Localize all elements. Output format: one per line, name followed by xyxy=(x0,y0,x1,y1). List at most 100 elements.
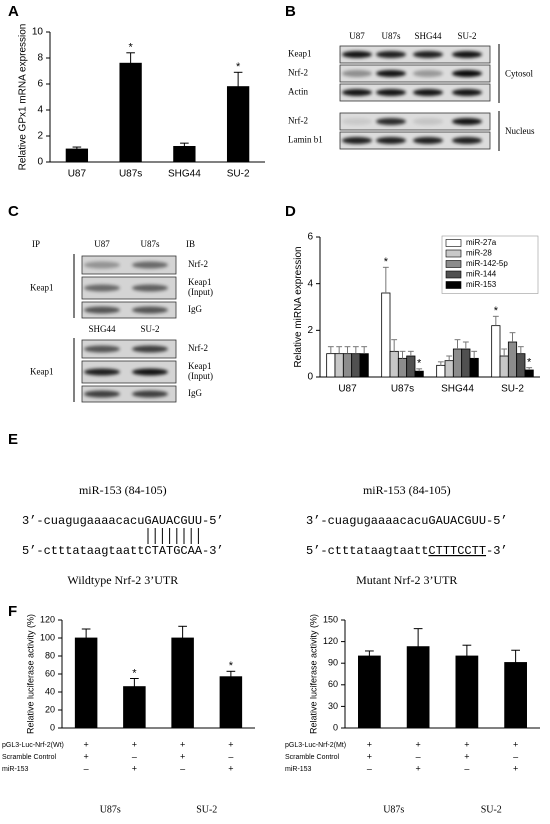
mirna-sequence: 3’-cuagugaaaacacuGAUACGUU-5’ xyxy=(22,514,224,528)
bar xyxy=(351,353,361,378)
error-bar xyxy=(233,71,243,87)
y-tick-label: 120 xyxy=(323,636,338,646)
blot-row-label: Nrf-2 xyxy=(288,68,308,78)
y-tick-label: 90 xyxy=(328,658,338,668)
error-bar xyxy=(517,346,524,354)
bar xyxy=(504,662,527,729)
error-bar xyxy=(416,368,423,372)
condition-sign: – xyxy=(416,751,421,761)
blot-column-label: SHG44 xyxy=(414,31,442,41)
error-bar xyxy=(446,355,453,361)
blot-band xyxy=(413,137,443,144)
error-bar xyxy=(81,628,91,638)
significance-mark: * xyxy=(417,358,422,370)
error-bar xyxy=(462,644,472,656)
blot-band xyxy=(376,89,406,96)
sequence-part: -3’ xyxy=(202,544,224,558)
legend-swatch xyxy=(445,281,462,289)
panel-label: F xyxy=(8,603,17,620)
bar xyxy=(436,364,446,378)
bar xyxy=(516,353,526,378)
blot-band xyxy=(342,51,372,58)
legend-swatch xyxy=(445,239,462,247)
error-bar xyxy=(382,266,389,293)
condition-label: miR-153 xyxy=(285,766,312,773)
error-bar xyxy=(471,350,478,359)
condition-label: pGL3-Luc-Nrf-2(Mt) xyxy=(285,742,346,749)
bar xyxy=(226,86,250,163)
y-axis-label: Relative luciferase activity (%) xyxy=(26,614,36,734)
blot-band xyxy=(342,70,372,77)
error-bar xyxy=(413,628,423,647)
condition-sign: – xyxy=(84,763,89,773)
bar xyxy=(219,676,243,729)
blot-band xyxy=(452,70,482,77)
blot-row-label: (Input) xyxy=(188,371,213,381)
legend-swatch xyxy=(445,249,462,258)
panel-label: C xyxy=(8,203,19,220)
bar xyxy=(65,148,89,163)
sequence-part: 5’-ctttataagtaatt xyxy=(306,544,428,558)
sequence-part: GAUACGUU xyxy=(428,514,486,528)
error-bar xyxy=(361,346,368,354)
y-tick-label: 4 xyxy=(307,278,313,289)
blot-band xyxy=(84,284,120,292)
bar xyxy=(171,637,194,729)
blot-band xyxy=(342,118,372,125)
bar xyxy=(119,62,142,163)
significance-mark: * xyxy=(384,256,389,268)
legend-label: miR-28 xyxy=(466,249,492,258)
y-tick-label: 60 xyxy=(45,668,55,678)
error-bar xyxy=(364,650,374,656)
blot-column-label: SU-2 xyxy=(140,324,159,334)
group-label: SU-2 xyxy=(196,804,217,815)
blot-column-label: U87 xyxy=(349,31,365,41)
y-tick-label: 30 xyxy=(328,701,338,711)
bar xyxy=(406,355,416,378)
target-sequence: 5’-ctttataagtaattCTATGCAA-3’ xyxy=(22,544,224,558)
condition-label: Scramble Control xyxy=(285,754,340,761)
error-bar xyxy=(437,361,444,366)
bar xyxy=(507,341,518,378)
error-bar xyxy=(407,350,414,356)
bar xyxy=(381,292,391,378)
target-sequence: 5’-ctttataagtaattCTTTCCTT-3’ xyxy=(306,544,508,558)
bar xyxy=(359,353,369,378)
bar xyxy=(499,355,509,378)
blot-row-label: IgG xyxy=(188,388,202,398)
blot-band xyxy=(342,89,372,96)
fraction-label: Nucleus xyxy=(505,126,535,136)
legend-label: miR-144 xyxy=(466,270,497,279)
ip-antibody: Keap1 xyxy=(30,283,54,293)
significance-mark: * xyxy=(236,61,241,73)
blot-band xyxy=(452,51,482,58)
bar xyxy=(469,357,479,378)
sequence-part: 3’-cuagugaaaacacu xyxy=(22,514,144,528)
error-bar xyxy=(180,142,189,147)
sequence-part: GAUACGUU xyxy=(144,514,202,528)
blot-band xyxy=(132,284,168,292)
error-bar xyxy=(126,52,135,64)
blot-row-label: Lamin b1 xyxy=(288,135,323,145)
y-tick-label: 120 xyxy=(40,614,55,624)
bar xyxy=(461,348,471,378)
bar xyxy=(326,353,336,378)
blot-band xyxy=(132,345,168,353)
condition-sign: – xyxy=(464,763,469,773)
y-tick-label: 60 xyxy=(328,679,338,689)
x-tick-label: SHG44 xyxy=(441,384,474,395)
y-tick-label: 40 xyxy=(45,686,55,696)
panel-label: D xyxy=(285,203,296,220)
error-bar xyxy=(130,678,139,687)
bar xyxy=(491,325,501,378)
ib-label: IB xyxy=(186,239,195,249)
x-tick-label: U87 xyxy=(68,169,87,180)
blot-row-label: Keap1 xyxy=(188,277,212,287)
blot-band xyxy=(413,118,443,125)
condition-sign: + xyxy=(83,739,88,749)
legend-label: miR-142-5p xyxy=(466,259,508,268)
y-tick-label: 2 xyxy=(307,325,313,336)
blot-band xyxy=(452,118,482,125)
sequence-part: CTTTCCTT xyxy=(428,544,486,558)
